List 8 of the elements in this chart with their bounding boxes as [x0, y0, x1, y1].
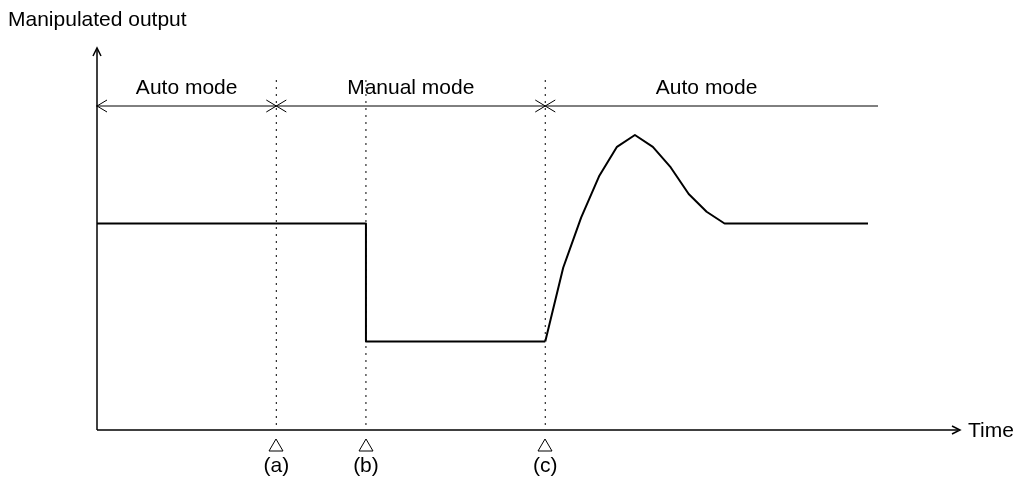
x-tick-label: (b)	[353, 452, 379, 476]
text: Time	[968, 417, 1014, 441]
x-tick-label: (a)	[263, 452, 290, 476]
text: Auto mode	[655, 74, 758, 98]
text: Auto mode	[135, 74, 238, 98]
text: Manual mode	[347, 74, 475, 98]
text: Manipulated output	[8, 6, 187, 30]
x-tick-label: (c)	[533, 452, 558, 476]
